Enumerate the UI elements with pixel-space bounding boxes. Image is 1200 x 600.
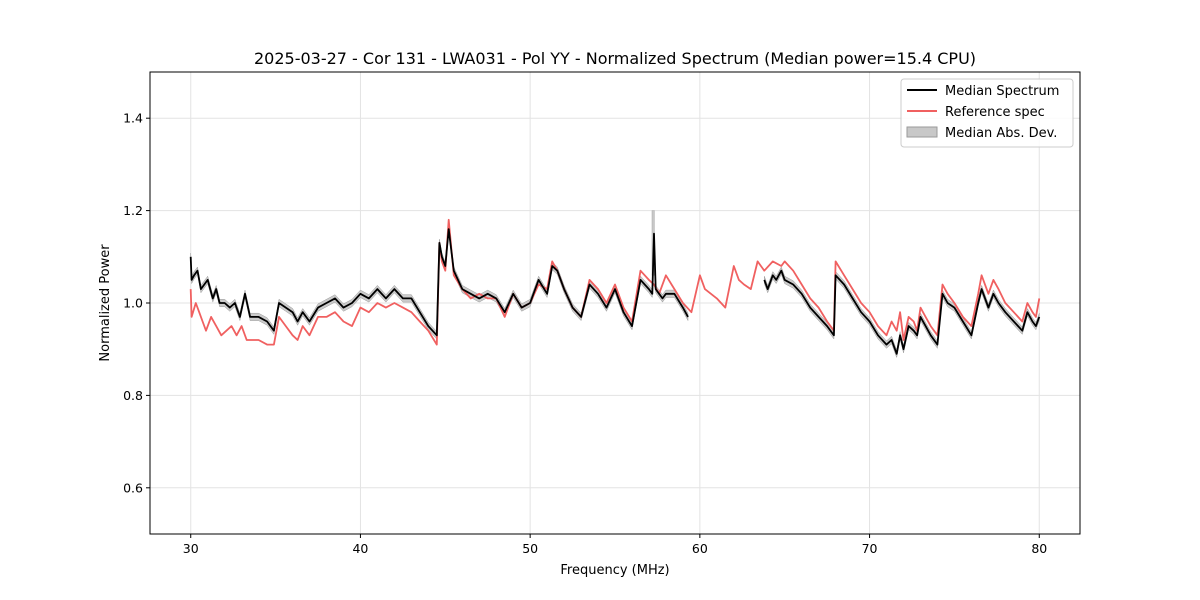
- x-tick-label-50: 50: [522, 541, 538, 556]
- chart-title: 2025-03-27 - Cor 131 - LWA031 - Pol YY -…: [254, 49, 976, 68]
- data-layer: [189, 210, 1041, 359]
- x-tick-label-30: 30: [183, 541, 199, 556]
- x-tick-label-70: 70: [862, 541, 878, 556]
- mad-band-segment-1: [190, 225, 689, 340]
- x-axis-label: Frequency (MHz): [560, 563, 669, 578]
- legend-reference-label: Reference spec: [945, 105, 1045, 120]
- y-axis-label: Normalized Power: [98, 244, 113, 362]
- legend-box: [900, 78, 1074, 148]
- median-spectrum-line-2: [763, 269, 1041, 355]
- x-tick-label-40: 40: [352, 541, 368, 556]
- median-spectrum-line-1: [189, 228, 689, 337]
- y-tick-label-1.4: 1.4: [123, 111, 143, 126]
- legend: Median Spectrum Reference spec Median Ab…: [900, 78, 1074, 148]
- y-tick-label-1: 1.0: [123, 296, 143, 311]
- ticks: 30 40 50 60 70 80 0.6 0.8 1.0 1.2 1.4: [123, 111, 1047, 556]
- x-tick-label-60: 60: [692, 541, 708, 556]
- legend-mad-label: Median Abs. Dev.: [945, 126, 1057, 141]
- y-tick-label-1.2: 1.2: [123, 203, 143, 218]
- x-tick-label-80: 80: [1031, 541, 1047, 556]
- y-tick-label-0.6: 0.6: [123, 480, 143, 495]
- y-tick-label-0.8: 0.8: [123, 388, 143, 403]
- legend-median-label: Median Spectrum: [945, 84, 1059, 99]
- legend-mad-patch: [906, 126, 938, 138]
